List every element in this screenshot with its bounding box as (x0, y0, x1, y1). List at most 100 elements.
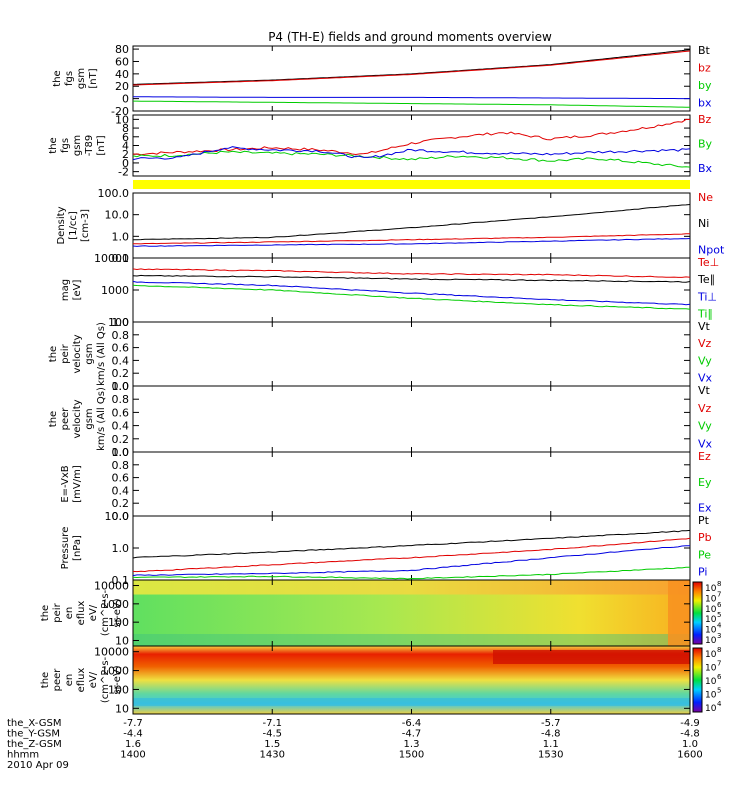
colorbar-label: 10 (705, 605, 717, 615)
panel-frame (132, 192, 691, 259)
y-tick-label: 0.0 (112, 446, 130, 459)
panel-3: 0.1 1.0 10.0 100.0 Density [1/cc] [cm-3] Ne Ni Np… (56, 187, 725, 265)
legend-entry: By (698, 137, 713, 150)
y-axis-label-line: E=-VxB (60, 465, 71, 502)
colorbar-exponent: 8 (717, 646, 721, 654)
series-line-green (132, 566, 690, 580)
legend-entry: Pt (698, 514, 710, 527)
y-axis-label-line: gsm (76, 68, 87, 89)
y-tick-label: 0.8 (112, 393, 130, 406)
legend-entry: Vt (698, 320, 711, 333)
series-line-blue (132, 280, 691, 306)
legend-entry: Vz (698, 402, 712, 415)
ephemeris-value: -4.8 (680, 729, 700, 740)
legend-entry: Ez (698, 450, 711, 463)
y-axis-label-line: velocity (72, 399, 83, 438)
colorbar-exponent: 5 (717, 687, 721, 695)
ephemeris-value: 1.1 (543, 739, 559, 750)
series-line-black (132, 204, 691, 241)
y-tick-label: 0.4 (112, 420, 130, 433)
y-tick-label: 0.4 (112, 354, 130, 367)
ephemeris-value: 1600 (677, 750, 702, 761)
y-tick-label: 1.0 (112, 230, 130, 243)
panel-frame (132, 257, 691, 323)
y-tick-label: 4 (122, 140, 129, 153)
y-tick-label: 0.6 (112, 472, 130, 485)
colorbar (692, 647, 703, 713)
y-axis-label-line: the (48, 411, 59, 427)
ephemeris-value: -5.7 (541, 718, 561, 729)
legend-entry: bx (698, 96, 712, 109)
y-tick-label: 100 (108, 316, 129, 329)
ephemeris-value: 1.6 (125, 739, 141, 750)
ephemeris-value: 1400 (120, 750, 145, 761)
legend-entry: Te∥ (697, 273, 715, 286)
y-tick-label: 0.4 (112, 484, 130, 497)
panel-frame (132, 114, 691, 177)
y-tick-label: 0.8 (112, 329, 130, 342)
legend-entry: by (698, 79, 712, 92)
y-axis-label-line: km/s (All Qs) (96, 387, 107, 451)
ephemeris-value: -4.9 (680, 718, 700, 729)
series-line-black (132, 49, 691, 85)
colorbar-label: 10 (705, 636, 717, 646)
colorbar-exponent: 7 (717, 660, 721, 668)
ephemeris-value: 1.0 (682, 739, 698, 750)
legend-entry: Ti∥ (697, 308, 713, 321)
legend-entry: Bz (698, 113, 712, 126)
colorbar-exponent: 7 (717, 590, 721, 598)
series-line-blue (133, 96, 690, 100)
ephemeris-table: the_X-GSM -7.7 -7.1 -6.4 -5.7 -4.9 the_Y-GSM -4… (7, 718, 703, 771)
series-line-red (132, 268, 691, 278)
y-axis-label-line: eflux (76, 668, 87, 693)
ephemeris-row-name: the_Z-GSM (7, 739, 62, 750)
panel-frame (132, 385, 691, 453)
legend-entry: Pe (698, 548, 711, 561)
series-line-red (132, 537, 691, 573)
ephemeris-value: 1430 (260, 750, 285, 761)
ephemeris-value: -4.7 (402, 729, 422, 740)
electron-spectrogram-peak (493, 650, 690, 664)
y-tick-label: 0.2 (112, 497, 130, 510)
legend-entry: Vx (698, 437, 713, 450)
legend-entry: Vy (698, 354, 712, 367)
y-axis-label-line: en (64, 674, 75, 687)
ephemeris-date: 2010 Apr 09 (7, 760, 69, 771)
colorbar-label: 10 (705, 626, 717, 636)
y-axis-label-line: velocity (72, 334, 83, 373)
series-line-blue (132, 238, 691, 247)
y-axis-label-line: the (40, 672, 51, 688)
y-tick-label: 1.0 (112, 316, 130, 329)
y-tick-label: 0.6 (112, 342, 130, 355)
y-tick-label: 20 (115, 80, 129, 93)
y-axis-label-line: (cm^2-s- (100, 589, 111, 636)
ephemeris-row-name: the_Y-GSM (7, 729, 60, 740)
y-axis-label-line: (cm^2-s- (100, 656, 111, 703)
ephemeris-value: -4.5 (262, 729, 282, 740)
series-line-green (132, 284, 691, 310)
colorbar-label: 10 (705, 615, 717, 625)
colorbar-label: 10 (705, 594, 717, 604)
y-axis-label-line: gsm (84, 343, 95, 364)
y-tick-label: 60 (115, 55, 129, 68)
y-axis-label-line: the (40, 605, 51, 621)
legend-entry: Vy (698, 420, 712, 433)
y-tick-label: 1000 (101, 284, 129, 297)
y-axis-label-line: the (48, 137, 59, 153)
colorbar (692, 581, 703, 645)
y-axis-label-line: -T89 (84, 135, 95, 157)
ephemeris-value: 1.5 (264, 739, 280, 750)
y-tick-label: 0.8 (112, 459, 130, 472)
legend-entry: Bx (698, 162, 713, 175)
y-tick-label: -20 (111, 105, 129, 118)
y-tick-label: -2 (118, 166, 129, 179)
series-line-black (132, 274, 691, 283)
series-line-green (132, 150, 691, 168)
ephemeris-value: 1.3 (404, 739, 420, 750)
y-tick-label: 10 (115, 702, 129, 715)
y-tick-label: 10000 (94, 252, 129, 265)
